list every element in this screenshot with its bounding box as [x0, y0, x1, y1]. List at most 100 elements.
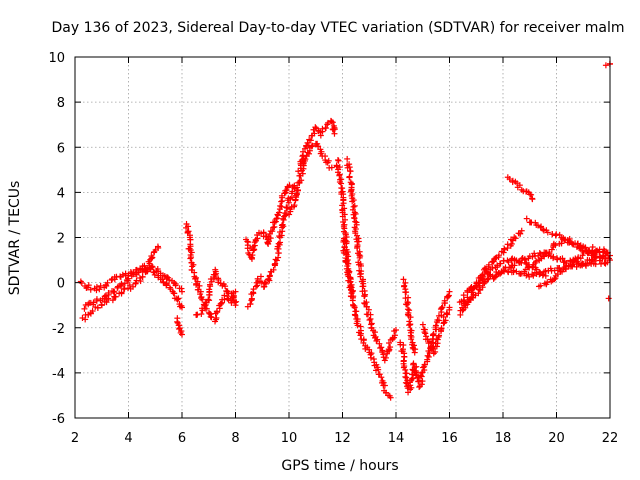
data-point: [174, 318, 181, 325]
data-point: [79, 314, 86, 321]
data-point: [318, 148, 325, 155]
data-point: [402, 373, 409, 380]
data-point: [382, 354, 389, 361]
data-point: [329, 119, 336, 126]
data-point: [299, 153, 306, 160]
data-point: [347, 168, 354, 175]
data-point: [344, 164, 351, 171]
data-point: [418, 381, 425, 388]
data-point: [537, 282, 544, 289]
data-point: [579, 248, 586, 255]
data-point: [365, 306, 372, 313]
data-point: [188, 254, 195, 261]
data-point: [293, 190, 300, 197]
data-point: [139, 273, 146, 280]
data-point: [267, 235, 274, 242]
data-point: [253, 283, 260, 290]
data-point: [426, 338, 433, 345]
data-point: [387, 344, 394, 351]
data-point: [467, 295, 474, 302]
data-point: [328, 118, 335, 125]
data-point: [123, 277, 130, 284]
data-point: [485, 275, 492, 282]
data-point: [553, 255, 560, 262]
data-point: [217, 300, 224, 307]
data-point: [406, 307, 413, 314]
data-point: [300, 148, 307, 155]
data-point: [232, 288, 239, 295]
data-point: [544, 279, 551, 286]
data-point: [512, 235, 519, 242]
data-point: [247, 245, 254, 252]
data-point: [552, 242, 559, 249]
data-point: [419, 321, 426, 328]
data-point: [198, 311, 205, 318]
data-point: [206, 297, 213, 304]
data-point: [385, 340, 392, 347]
x-tick-label: 16: [441, 431, 458, 446]
data-point: [410, 345, 417, 352]
data-point: [81, 305, 88, 312]
data-point: [213, 270, 220, 277]
data-point: [584, 250, 591, 257]
data-point: [521, 255, 528, 262]
x-tick-label: 14: [388, 431, 405, 446]
data-point: [275, 209, 282, 216]
data-point: [266, 272, 273, 279]
data-point: [407, 314, 414, 321]
data-point: [387, 394, 394, 401]
data-point: [339, 213, 346, 220]
x-tick-label: 18: [495, 431, 512, 446]
data-point: [151, 271, 158, 278]
data-point: [354, 322, 361, 329]
data-point: [522, 259, 529, 266]
data-point: [340, 219, 347, 226]
data-point: [361, 293, 368, 300]
data-point: [577, 255, 584, 262]
data-point: [176, 325, 183, 332]
data-point: [147, 266, 154, 273]
data-point: [492, 255, 499, 262]
data-point: [410, 360, 417, 367]
data-point: [373, 337, 380, 344]
x-tick-label: 2: [71, 431, 79, 446]
data-point: [425, 353, 432, 360]
data-point: [90, 299, 97, 306]
data-point: [336, 172, 343, 179]
data-point: [567, 263, 574, 270]
data-point: [213, 314, 220, 321]
data-point: [328, 164, 335, 171]
data-point: [402, 289, 409, 296]
data-point: [355, 261, 362, 268]
data-point: [485, 263, 492, 270]
data-point: [441, 297, 448, 304]
data-point: [574, 240, 581, 247]
chart-title: Day 136 of 2023, Sidereal Day-to-day VTE…: [52, 20, 625, 36]
data-point: [247, 300, 254, 307]
data-point: [187, 255, 194, 262]
data-point: [602, 62, 609, 69]
data-point: [205, 296, 212, 303]
x-axis-label: GPS time / hours: [281, 458, 398, 474]
data-point: [497, 270, 504, 277]
data-point: [291, 202, 298, 209]
data-point: [378, 344, 385, 351]
data-point: [506, 176, 513, 183]
data-point: [366, 317, 373, 324]
data-point: [422, 330, 429, 337]
data-point: [373, 361, 380, 368]
data-point: [222, 283, 229, 290]
data-point: [179, 331, 185, 338]
data-point: [329, 126, 336, 133]
data-point: [224, 295, 231, 302]
data-point: [469, 285, 476, 292]
data-point: [308, 143, 315, 150]
data-point: [206, 286, 213, 293]
data-point: [518, 227, 525, 234]
data-point: [229, 293, 236, 300]
data-point: [559, 268, 566, 275]
data-points: [77, 60, 613, 401]
data-point: [479, 271, 486, 278]
data-point: [193, 281, 200, 288]
data-point: [192, 275, 199, 282]
